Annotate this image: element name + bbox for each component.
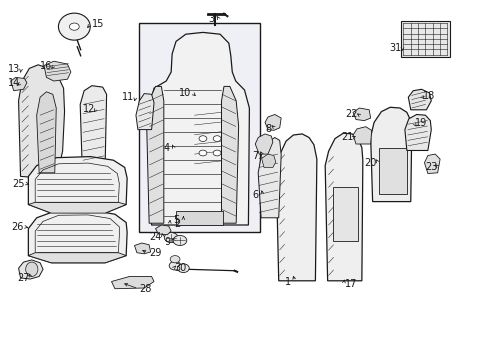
Text: 6: 6 bbox=[252, 190, 258, 200]
Polygon shape bbox=[111, 276, 154, 289]
Text: 25: 25 bbox=[12, 179, 25, 189]
Polygon shape bbox=[378, 148, 406, 194]
Text: 17: 17 bbox=[344, 279, 357, 289]
Polygon shape bbox=[352, 108, 370, 121]
Polygon shape bbox=[136, 94, 154, 130]
Text: 11: 11 bbox=[122, 92, 134, 102]
Circle shape bbox=[164, 233, 178, 243]
Ellipse shape bbox=[69, 23, 79, 30]
Text: 3: 3 bbox=[208, 14, 214, 24]
Circle shape bbox=[173, 235, 186, 246]
Polygon shape bbox=[19, 65, 64, 178]
Polygon shape bbox=[255, 134, 272, 154]
Polygon shape bbox=[191, 77, 229, 169]
Polygon shape bbox=[258, 138, 281, 218]
Circle shape bbox=[199, 150, 206, 156]
Text: 22: 22 bbox=[344, 109, 357, 120]
Polygon shape bbox=[333, 187, 357, 241]
Text: 21: 21 bbox=[340, 132, 353, 142]
Polygon shape bbox=[404, 114, 430, 150]
Polygon shape bbox=[261, 154, 275, 167]
FancyBboxPatch shape bbox=[139, 23, 260, 232]
Text: 2: 2 bbox=[174, 219, 180, 229]
Text: 18: 18 bbox=[422, 91, 435, 102]
Text: 30: 30 bbox=[174, 263, 187, 273]
Text: 24: 24 bbox=[149, 232, 162, 242]
Polygon shape bbox=[400, 21, 449, 57]
Text: 20: 20 bbox=[364, 158, 376, 168]
Circle shape bbox=[170, 256, 180, 263]
Circle shape bbox=[213, 150, 221, 156]
Text: 23: 23 bbox=[424, 162, 437, 172]
Text: 14: 14 bbox=[7, 78, 20, 88]
Polygon shape bbox=[11, 77, 27, 91]
Polygon shape bbox=[134, 243, 150, 254]
Text: 4: 4 bbox=[163, 143, 169, 153]
Text: 26: 26 bbox=[11, 222, 23, 232]
Text: 29: 29 bbox=[149, 248, 162, 258]
Text: 13: 13 bbox=[7, 64, 20, 74]
Polygon shape bbox=[264, 114, 281, 130]
Text: 5: 5 bbox=[173, 215, 179, 225]
Circle shape bbox=[199, 136, 206, 141]
Text: 15: 15 bbox=[91, 19, 104, 29]
Polygon shape bbox=[28, 253, 126, 263]
Text: 28: 28 bbox=[139, 284, 152, 294]
Polygon shape bbox=[424, 154, 439, 174]
Text: 1: 1 bbox=[284, 276, 290, 287]
Text: 9: 9 bbox=[164, 237, 170, 247]
Text: 27: 27 bbox=[17, 273, 30, 283]
Polygon shape bbox=[325, 133, 362, 281]
Polygon shape bbox=[370, 107, 411, 202]
Text: 16: 16 bbox=[40, 60, 53, 71]
Polygon shape bbox=[80, 86, 106, 166]
Polygon shape bbox=[28, 210, 127, 263]
Circle shape bbox=[169, 261, 181, 270]
Polygon shape bbox=[28, 202, 126, 213]
Circle shape bbox=[177, 264, 189, 273]
Ellipse shape bbox=[25, 262, 38, 276]
Text: 10: 10 bbox=[178, 88, 191, 98]
Polygon shape bbox=[44, 61, 71, 81]
Polygon shape bbox=[37, 92, 56, 173]
Polygon shape bbox=[155, 225, 171, 235]
Polygon shape bbox=[352, 127, 371, 144]
Polygon shape bbox=[176, 211, 223, 225]
Circle shape bbox=[213, 136, 221, 141]
Text: 19: 19 bbox=[414, 118, 427, 128]
Polygon shape bbox=[28, 157, 127, 213]
Text: 7: 7 bbox=[252, 150, 258, 161]
Polygon shape bbox=[221, 86, 238, 223]
Polygon shape bbox=[19, 260, 43, 279]
Text: 8: 8 bbox=[264, 123, 270, 134]
Ellipse shape bbox=[59, 13, 90, 40]
Text: 31: 31 bbox=[388, 42, 401, 53]
Text: 12: 12 bbox=[82, 104, 95, 114]
Polygon shape bbox=[407, 89, 430, 110]
Polygon shape bbox=[276, 134, 316, 281]
Polygon shape bbox=[146, 86, 163, 223]
Polygon shape bbox=[149, 32, 249, 225]
